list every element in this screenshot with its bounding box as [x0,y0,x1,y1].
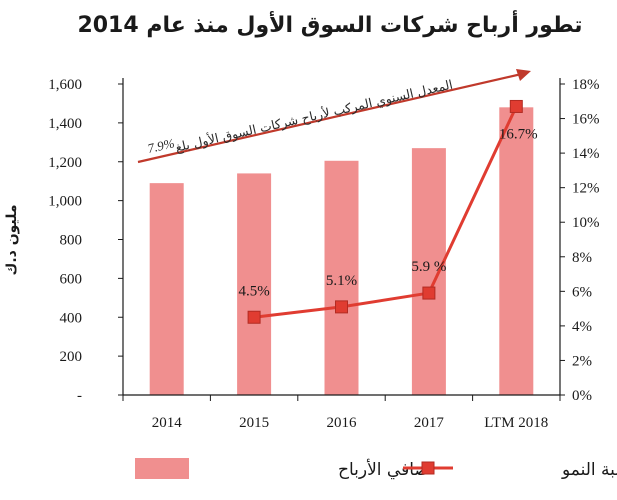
left-tick-label: 400 [60,310,83,326]
right-axis-ticks: 0% 2% 4% 6% 8% 10% 12% 14% 16% 18% [560,77,600,404]
category-labels: 2014 2015 2016 2017 LTM 2018 [152,415,549,431]
legend-label-growth: نسبة النمو [561,460,617,480]
growth-data-label: 5.9 % [411,259,446,275]
legend-marker-growth [421,461,435,475]
growth-line [253,105,518,319]
right-tick-label: 16% [572,112,600,128]
cagr-annotation-text: المعدل السنوي المركب لأرباح شركات السوق … [174,77,454,156]
right-tick-label: 14% [572,146,600,162]
left-tick-label: 800 [60,233,83,249]
left-tick-label: 1,200 [48,155,82,171]
right-tick-label: 2% [572,353,592,369]
right-tick-label: 4% [572,319,592,335]
growth-data-label: 5.1% [326,273,357,289]
legend-label-net-profit: صافي الأرباح [338,459,429,480]
right-tick-label: 0% [572,388,592,404]
line-point [335,300,348,314]
left-tick-label: 1,000 [48,194,82,210]
category-label: 2017 [414,415,445,431]
left-tick-label: - [77,388,82,404]
category-label: 2016 [327,415,358,431]
bar [499,107,534,395]
cagr-arrow-head [516,69,531,81]
growth-data-label: 4.5% [238,283,269,299]
category-label: 2014 [152,415,183,431]
left-tick-label: 1,600 [48,77,82,93]
legend: صافي الأرباح نسبة النمو [135,458,617,480]
left-tick-label: 600 [60,271,83,287]
left-axis-ticks: - 200 400 600 800 1,000 1,200 1,400 1,600 [48,77,123,404]
left-tick-label: 1,400 [48,116,82,132]
growth-data-label: 16.7% [499,126,538,142]
right-tick-label: 8% [572,250,592,266]
right-tick-label: 12% [572,181,600,197]
bar [237,173,272,395]
line-point [422,286,436,300]
cagr-arrow-line [137,71,527,164]
right-tick-label: 6% [572,284,592,300]
category-label: 2015 [239,415,269,431]
cagr-annotation-value: 7.9% [146,135,176,156]
right-tick-label: 10% [572,215,600,231]
bar-series [149,107,534,395]
chart-title: تطور أرباح شركات السوق الأول منذ عام 201… [77,9,582,38]
line-series: 4.5% 5.1% 5.9 % 16.7% [238,99,538,324]
axes [122,78,561,401]
category-label: LTM 2018 [484,415,548,431]
line-point [247,310,261,324]
bar [149,183,184,395]
legend-swatch-net-profit [135,458,189,479]
cagr-annotation: المعدل السنوي المركب لأرباح شركات السوق … [137,69,531,164]
left-tick-label: 200 [60,349,83,365]
line-point [509,99,523,113]
bar [324,160,359,395]
y-axis-label-left: مليون د.ك [4,204,20,275]
right-tick-label: 18% [572,77,600,93]
